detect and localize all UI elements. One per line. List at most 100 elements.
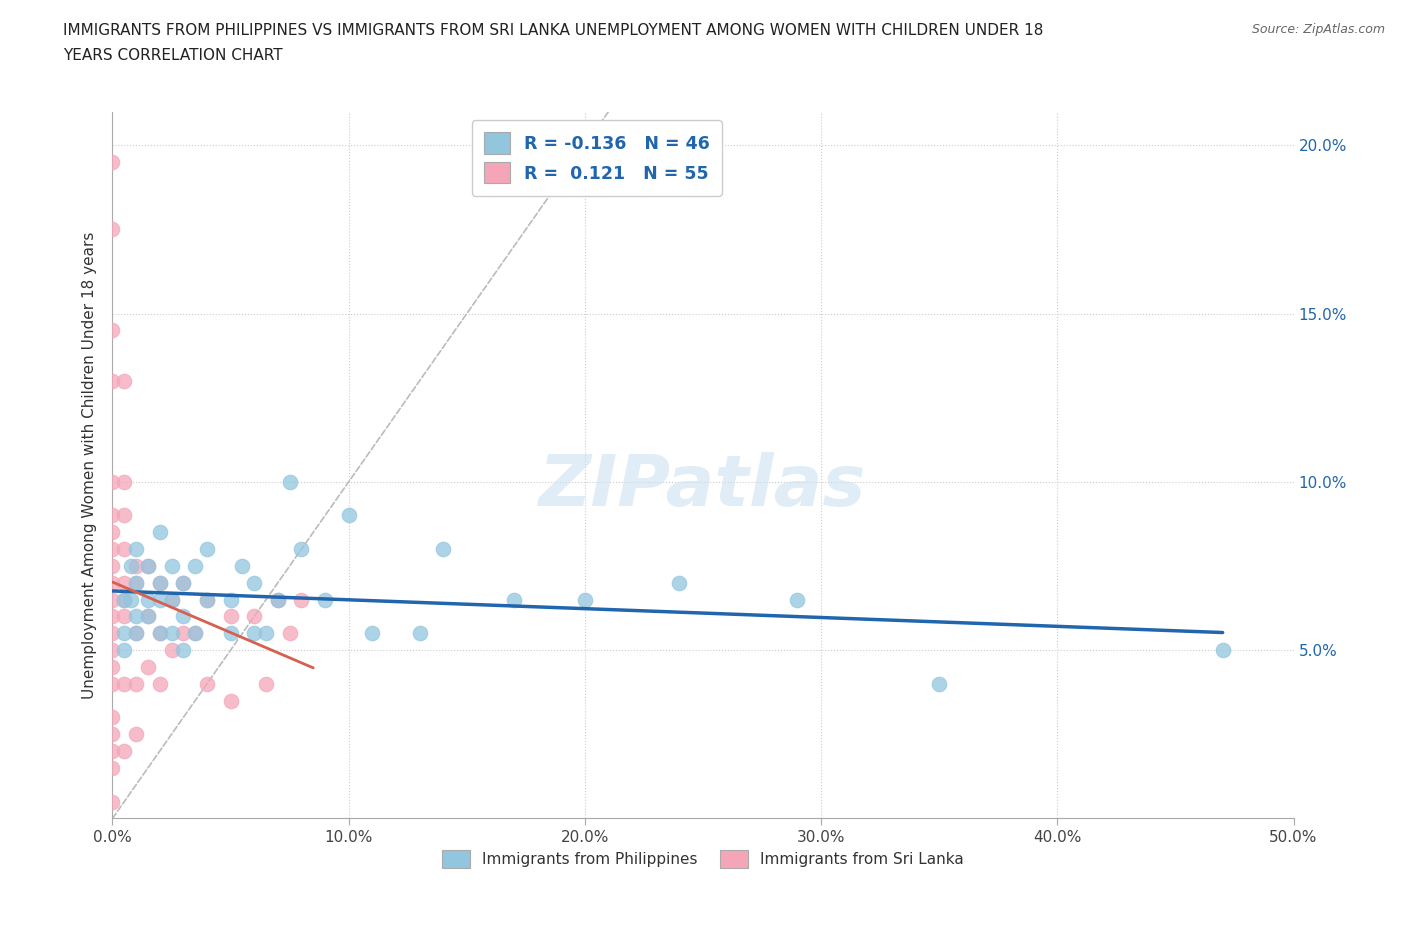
Legend: Immigrants from Philippines, Immigrants from Sri Lanka: Immigrants from Philippines, Immigrants … bbox=[436, 844, 970, 874]
Point bbox=[101, 710, 124, 724]
Point bbox=[101, 576, 124, 591]
Point bbox=[195, 541, 218, 556]
Point bbox=[290, 541, 312, 556]
Point bbox=[184, 626, 207, 641]
Point bbox=[125, 541, 148, 556]
Point bbox=[101, 676, 124, 691]
Point bbox=[101, 323, 124, 338]
Point bbox=[101, 727, 124, 742]
Point bbox=[125, 576, 148, 591]
Point bbox=[160, 626, 183, 641]
Point bbox=[337, 508, 360, 523]
Point bbox=[136, 559, 159, 574]
Point bbox=[101, 794, 124, 809]
Point bbox=[120, 592, 142, 607]
Point bbox=[243, 576, 266, 591]
Point bbox=[243, 609, 266, 624]
Point bbox=[101, 626, 124, 641]
Point bbox=[125, 576, 148, 591]
Point bbox=[125, 626, 148, 641]
Point bbox=[267, 592, 290, 607]
Point bbox=[408, 626, 430, 641]
Point bbox=[149, 576, 172, 591]
Point bbox=[219, 592, 242, 607]
Point bbox=[184, 559, 207, 574]
Point bbox=[172, 626, 194, 641]
Point bbox=[219, 609, 242, 624]
Point bbox=[172, 576, 194, 591]
Y-axis label: Unemployment Among Women with Children Under 18 years: Unemployment Among Women with Children U… bbox=[82, 232, 97, 698]
Point bbox=[160, 559, 183, 574]
Point bbox=[160, 592, 183, 607]
Point bbox=[101, 761, 124, 776]
Point bbox=[172, 576, 194, 591]
Point bbox=[149, 626, 172, 641]
Point bbox=[101, 374, 124, 389]
Point bbox=[172, 643, 194, 658]
Point bbox=[278, 474, 301, 489]
Point bbox=[243, 626, 266, 641]
Point bbox=[101, 154, 124, 169]
Text: YEARS CORRELATION CHART: YEARS CORRELATION CHART bbox=[63, 48, 283, 63]
Point bbox=[149, 525, 172, 539]
Point bbox=[101, 508, 124, 523]
Point bbox=[112, 676, 135, 691]
Point bbox=[149, 626, 172, 641]
Point bbox=[112, 508, 135, 523]
Point bbox=[101, 609, 124, 624]
Text: ZIPatlas: ZIPatlas bbox=[540, 452, 866, 521]
Point bbox=[136, 609, 159, 624]
Point bbox=[184, 626, 207, 641]
Point bbox=[101, 541, 124, 556]
Point bbox=[125, 676, 148, 691]
Point bbox=[160, 592, 183, 607]
Point bbox=[290, 592, 312, 607]
Point bbox=[361, 626, 384, 641]
Point bbox=[112, 374, 135, 389]
Point bbox=[160, 643, 183, 658]
Point bbox=[136, 559, 159, 574]
Point bbox=[195, 592, 218, 607]
Point bbox=[112, 474, 135, 489]
Point bbox=[136, 659, 159, 674]
Point bbox=[314, 592, 336, 607]
Point bbox=[101, 222, 124, 237]
Point bbox=[1212, 643, 1234, 658]
Point bbox=[172, 609, 194, 624]
Text: IMMIGRANTS FROM PHILIPPINES VS IMMIGRANTS FROM SRI LANKA UNEMPLOYMENT AMONG WOME: IMMIGRANTS FROM PHILIPPINES VS IMMIGRANT… bbox=[63, 23, 1043, 38]
Point bbox=[254, 676, 277, 691]
Point bbox=[278, 626, 301, 641]
Point bbox=[219, 626, 242, 641]
Point bbox=[219, 693, 242, 708]
Point bbox=[101, 474, 124, 489]
Point bbox=[928, 676, 950, 691]
Point bbox=[267, 592, 290, 607]
Point bbox=[101, 744, 124, 759]
Point bbox=[231, 559, 253, 574]
Point bbox=[195, 592, 218, 607]
Point bbox=[112, 576, 135, 591]
Point bbox=[125, 609, 148, 624]
Point bbox=[149, 592, 172, 607]
Point bbox=[432, 541, 454, 556]
Point bbox=[786, 592, 808, 607]
Point bbox=[112, 609, 135, 624]
Text: Source: ZipAtlas.com: Source: ZipAtlas.com bbox=[1251, 23, 1385, 36]
Point bbox=[503, 592, 526, 607]
Point bbox=[112, 592, 135, 607]
Point bbox=[112, 592, 135, 607]
Point bbox=[125, 626, 148, 641]
Point bbox=[125, 727, 148, 742]
Point bbox=[112, 626, 135, 641]
Point bbox=[125, 559, 148, 574]
Point bbox=[112, 744, 135, 759]
Point bbox=[574, 592, 596, 607]
Point bbox=[136, 592, 159, 607]
Point bbox=[149, 576, 172, 591]
Point bbox=[101, 559, 124, 574]
Point bbox=[195, 676, 218, 691]
Point bbox=[668, 576, 690, 591]
Point bbox=[149, 676, 172, 691]
Point bbox=[136, 609, 159, 624]
Point bbox=[101, 592, 124, 607]
